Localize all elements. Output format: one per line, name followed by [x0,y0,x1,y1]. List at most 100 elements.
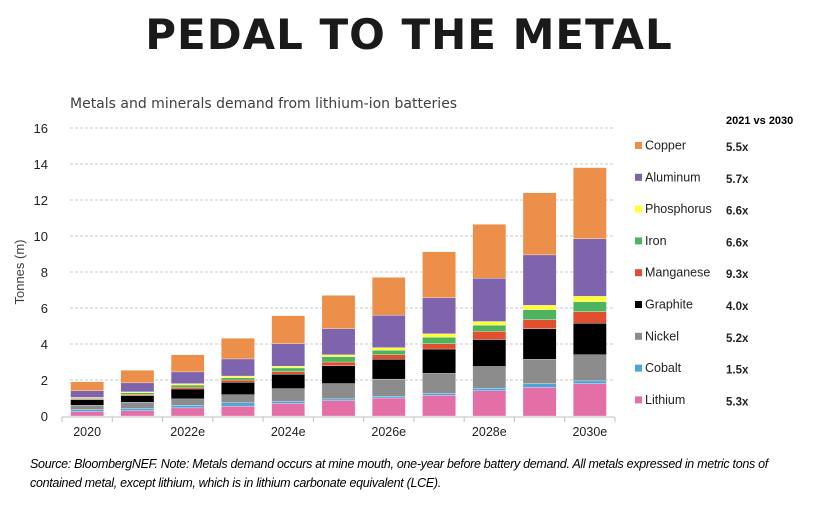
bar-stack-2028e [472,224,507,417]
bar-segment-copper [221,338,255,360]
bar-segment-graphite [422,348,456,374]
y-tick-label: 0 [41,409,48,424]
bar-segment-iron [472,324,507,332]
bar-segment-phosphorus [321,354,356,357]
bar-segment-manganese [422,343,456,350]
bar-stack-2025e [321,295,356,417]
legend-swatch [635,364,642,372]
bar-segment-lithium [221,405,255,417]
growth-multiplier: 1.5x [726,365,749,377]
bar-stack-2020 [70,381,104,417]
bar-segment-graphite [472,339,507,367]
legend-item-lithium: Lithium 5.3x [635,393,749,408]
y-axis-label: Tonnes (m) [12,239,27,304]
bar-segment-iron [271,367,305,372]
bar-segment-aluminum [221,358,255,377]
growth-multiplier: 5.2x [726,333,749,345]
bar-segment-cobalt [522,383,557,388]
y-axis-ticks: 0 2 4 6 8 10 12 14 16 [34,121,48,424]
bar-segment-lithium [372,397,406,417]
legend-swatch [635,332,642,340]
bar-segment-phosphorus [271,365,305,369]
bar-segment-graphite [372,359,406,380]
bar-segment-phosphorus [372,347,406,351]
legend-label: Manganese [645,266,710,280]
bar-segment-lithium [321,400,356,417]
bar-segment-aluminum [70,390,104,398]
bar-stack-2024e [271,315,305,417]
bar-segment-copper [422,251,456,298]
bar-segment-phosphorus [522,305,557,310]
bar-segment-graphite [70,399,104,406]
bar-segment-phosphorus [221,375,255,378]
legend-label: Cobalt [645,361,682,375]
bar-segment-lithium [271,403,305,417]
bar-segment-nickel [372,378,406,397]
bar-segment-manganese [522,319,557,329]
bar-segment-manganese [372,354,406,360]
bar-segment-aluminum [422,297,456,334]
y-tick-label: 2 [41,373,48,388]
legend-item-phosphorus: Phosphorus 6.6x [635,202,749,218]
bar-segment-manganese [221,379,255,383]
growth-multiplier: 5.5x [726,142,749,154]
bar-segment-manganese [271,371,305,375]
bar-segment-copper [271,315,305,344]
source-note: Source: BloombergNEF. Note: Metals deman… [30,457,768,490]
bar-segment-iron [372,350,406,355]
bar-segment-manganese [120,394,155,396]
bar-segment-aluminum [321,328,356,355]
bar-segment-nickel [70,405,104,410]
bar-stack-2029e [522,192,557,417]
legend-item-cobalt: Cobalt 1.5x [635,361,749,377]
x-tick-label: 2022e [170,425,205,439]
bar-segment-lithium [422,395,456,417]
legend-label: Iron [645,234,667,248]
bar-segment-graphite [321,365,356,384]
growth-multiplier: 5.7x [726,174,749,186]
bar-segment-graphite [221,382,255,395]
legend-swatch [635,396,642,404]
x-tick-label: 2026e [371,425,406,439]
bar-segment-lithium [472,390,507,417]
bar-segment-nickel [271,388,305,402]
gridlines [70,127,615,381]
legend-swatch [635,173,642,181]
y-tick-label: 10 [34,229,48,244]
bar-stack-2026e [372,277,406,417]
legend-item-iron: Iron 6.6x [635,234,749,249]
bar-segment-iron [321,356,356,363]
legend-item-copper: Copper 5.5x [635,139,749,154]
bar-segment-aluminum [522,254,557,306]
bar-segment-phosphorus [472,321,507,326]
legend-swatch [635,205,642,213]
chart-title: Metals and minerals demand from lithium-… [70,96,458,112]
growth-multiplier: 4.0x [726,301,749,313]
bar-segment-graphite [522,328,557,360]
x-axis: 2020 2022e 2024e 2026e 2028e 2030e [61,416,616,439]
bar-segment-graphite [573,323,607,355]
bar-segment-iron [170,384,205,388]
y-tick-label: 14 [34,157,48,172]
legend-swatch [635,142,642,149]
y-tick-label: 8 [41,265,48,280]
bar-segment-aluminum [271,343,305,367]
bar-segment-lithium [522,387,557,417]
bar-stack-2030e [573,167,607,417]
bar-segment-phosphorus [573,296,607,302]
legend-label: Aluminum [645,170,701,184]
bar-segment-cobalt [422,392,456,396]
bar-segment-copper [120,370,155,384]
bar-stack-2022e [170,354,205,417]
bar-segment-phosphorus [170,383,205,386]
growth-multiplier: 6.6x [726,237,749,249]
legend-item-graphite: Graphite 4.0x [635,298,749,313]
bar-segment-graphite [120,395,155,403]
bar-segment-cobalt [271,401,305,404]
bar-segment-iron [422,337,456,344]
x-tick-label: 2030e [572,425,607,439]
legend-swatch [635,301,642,308]
main-title: PEDAL TO THE METAL [145,10,673,59]
bar-segment-cobalt [70,409,104,412]
